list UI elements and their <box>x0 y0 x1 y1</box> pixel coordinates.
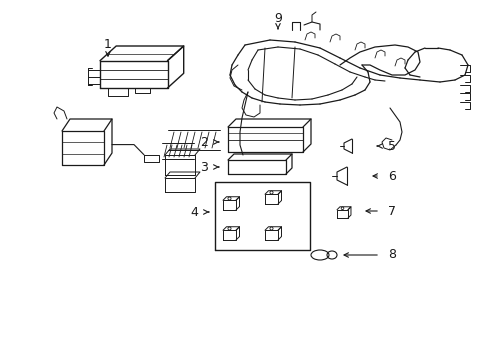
Text: 8: 8 <box>387 248 395 261</box>
Text: 2: 2 <box>200 135 207 149</box>
Text: 6: 6 <box>387 170 395 183</box>
Text: 5: 5 <box>387 140 395 153</box>
Text: 1: 1 <box>104 37 112 50</box>
Text: 7: 7 <box>387 204 395 217</box>
Text: 9: 9 <box>273 12 282 24</box>
Text: 4: 4 <box>190 206 198 219</box>
Text: 3: 3 <box>200 161 207 174</box>
